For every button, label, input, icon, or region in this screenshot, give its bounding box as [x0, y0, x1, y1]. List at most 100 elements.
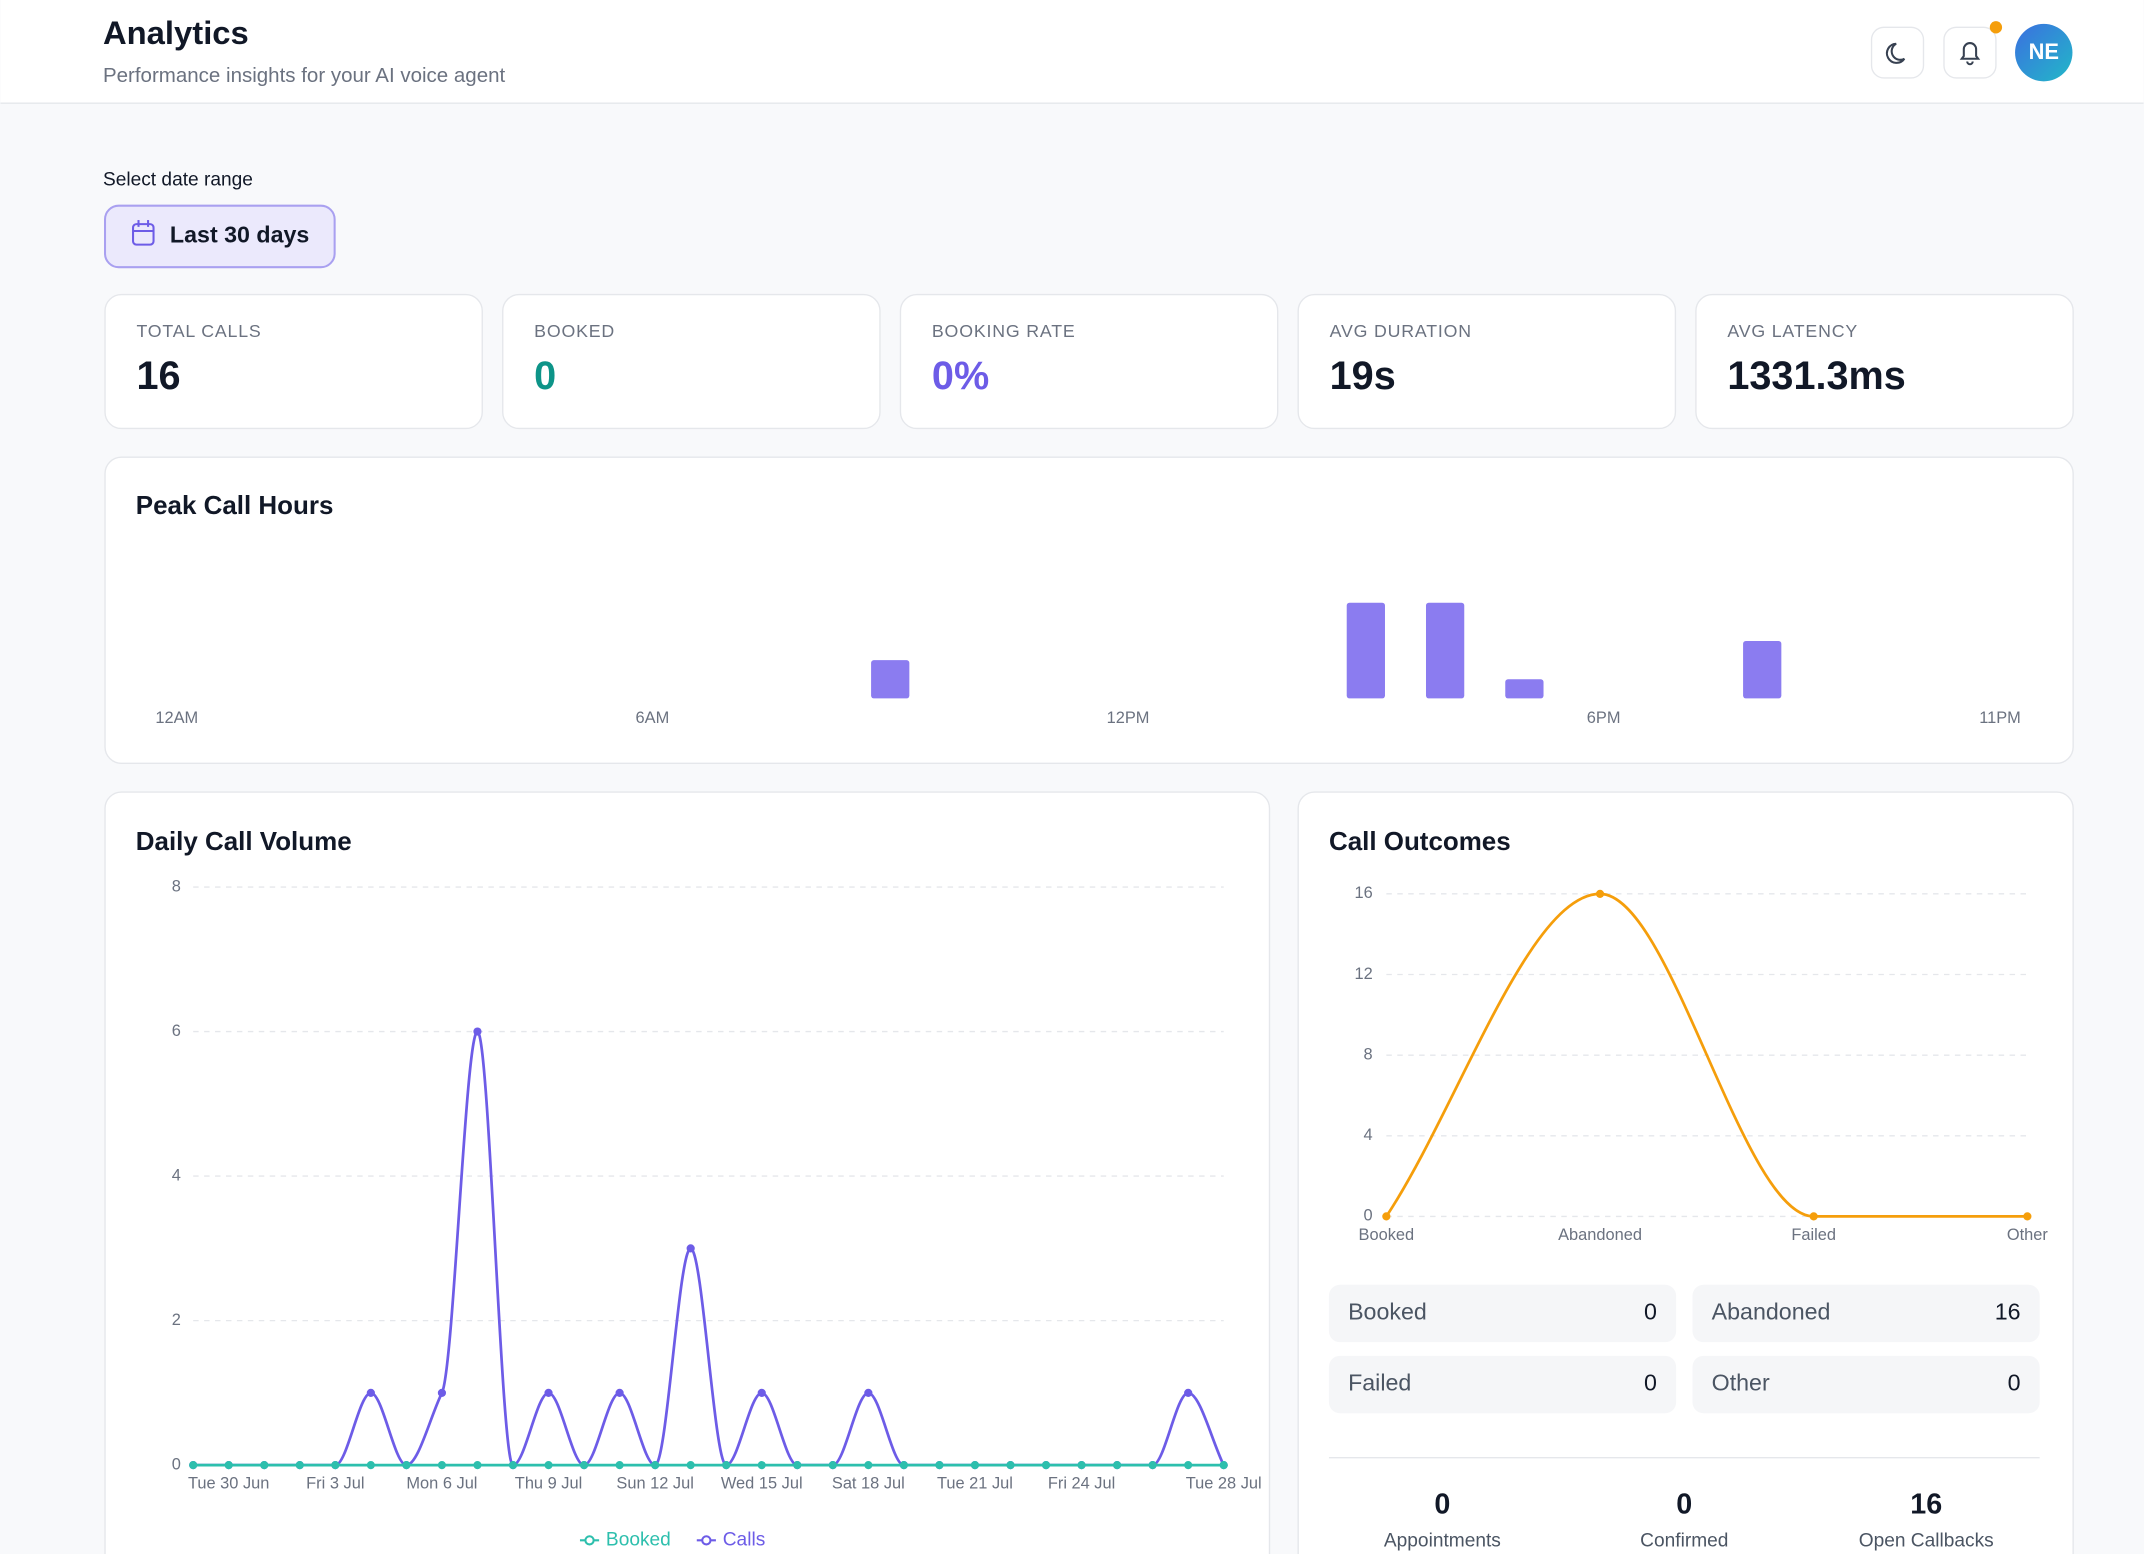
chart-title: Call Outcomes — [1329, 826, 1511, 856]
y-tick-label: 6 — [172, 1022, 181, 1040]
total-label: Appointments — [1384, 1531, 1501, 1552]
x-tick-label: 12PM — [1107, 709, 1150, 727]
stat-label: TOTAL CALLS — [136, 321, 261, 341]
x-tick-label: Fri 3 Jul — [306, 1475, 364, 1493]
stat-card — [1695, 293, 2074, 430]
bar — [871, 660, 910, 699]
y-tick-label: 0 — [1364, 1207, 1373, 1225]
point — [366, 1388, 375, 1397]
point — [473, 1461, 482, 1470]
totals: 0 Appointments 0 Confirmed 16 Open Callbacks — [1384, 1489, 1994, 1552]
point — [686, 1461, 695, 1470]
stat-cards: TOTAL CALLS 16 BOOKED 0 BOOKING RATE 0% AVG DU… — [104, 293, 2074, 430]
notification-dot — [1989, 21, 2003, 34]
point — [1041, 1461, 1051, 1470]
y-tick-label: 2 — [172, 1311, 181, 1329]
y-tick-label: 8 — [172, 877, 181, 895]
point — [757, 1388, 766, 1397]
y-tick-label: 8 — [1364, 1045, 1373, 1063]
x-tick-label: Sat 18 Jul — [832, 1475, 905, 1493]
summary-value: 0 — [2008, 1370, 2021, 1396]
chart-title: Daily Call Volume — [136, 826, 352, 856]
point — [1006, 1461, 1015, 1470]
summary-label: Booked — [1348, 1299, 1427, 1325]
stat-card — [1297, 293, 1677, 430]
date-range-button[interactable]: Last 30 days — [103, 204, 336, 269]
y-tick-label: 16 — [1354, 884, 1372, 902]
point — [864, 1388, 873, 1397]
summary-label: Abandoned — [1712, 1299, 1831, 1325]
point — [970, 1461, 980, 1470]
stat-label: AVG LATENCY — [1727, 321, 1858, 341]
point — [722, 1461, 731, 1470]
x-tick-label: Tue 21 Jul — [937, 1475, 1013, 1493]
summary-cell — [1692, 1284, 2040, 1343]
outcomes-card — [1297, 791, 2074, 1554]
total-label: Confirmed — [1640, 1531, 1728, 1552]
point — [686, 1244, 695, 1253]
point — [1595, 889, 1605, 898]
y-tick-label: 4 — [172, 1166, 181, 1184]
stat-value: 19s — [1330, 354, 1396, 398]
point — [864, 1461, 873, 1470]
bar — [1346, 602, 1385, 699]
point — [615, 1461, 624, 1470]
stat-value: 1331.3ms — [1727, 354, 1905, 398]
point — [2023, 1212, 2032, 1221]
x-tick-label: 6PM — [1587, 709, 1621, 727]
point — [757, 1461, 766, 1470]
summary-label: Failed — [1348, 1370, 1411, 1396]
point — [437, 1388, 447, 1397]
point — [331, 1461, 340, 1470]
point — [899, 1461, 908, 1470]
daily-card — [104, 791, 1271, 1554]
stat-value: 0% — [932, 354, 989, 398]
bar — [1425, 602, 1465, 699]
stat-card — [502, 293, 881, 430]
point — [295, 1461, 304, 1470]
x-tick-label: Failed — [1791, 1226, 1836, 1244]
notifications-button[interactable] — [1943, 21, 2003, 79]
x-tick-label: Fri 24 Jul — [1048, 1475, 1115, 1493]
summary-cell — [1328, 1284, 1677, 1343]
point — [793, 1461, 802, 1470]
point — [1219, 1461, 1228, 1470]
stat-card — [104, 293, 483, 430]
point — [544, 1388, 553, 1397]
y-tick-label: 0 — [172, 1455, 181, 1473]
point — [366, 1461, 375, 1470]
x-tick-label: 12AM — [155, 709, 198, 727]
summary-value: 0 — [1644, 1299, 1657, 1325]
point — [402, 1461, 411, 1470]
header-bar — [0, 0, 2144, 103]
summary-label: Other — [1712, 1370, 1770, 1396]
point — [473, 1027, 482, 1036]
x-tick-label: Mon 6 Jul — [406, 1475, 477, 1493]
point — [260, 1461, 269, 1470]
user-avatar[interactable]: NE — [2015, 23, 2073, 82]
stat-label: BOOKING RATE — [932, 321, 1076, 341]
point — [828, 1461, 837, 1470]
x-tick-label: Wed 15 Jul — [721, 1475, 803, 1493]
total-value: 0 — [1676, 1489, 1692, 1521]
x-tick-label: Other — [2007, 1226, 2049, 1244]
peak-card — [104, 456, 2074, 765]
x-tick-label: Booked — [1359, 1226, 1415, 1244]
stat-card — [899, 293, 1279, 430]
summary-value: 0 — [1644, 1370, 1657, 1396]
x-tick-label: Tue 28 Jul — [1186, 1475, 1262, 1493]
date-range-label: Select date range — [103, 169, 253, 190]
stat-value: 0 — [534, 354, 556, 398]
line — [1385, 892, 2028, 1218]
stat-label: AVG DURATION — [1330, 321, 1472, 341]
x-tick-label: 6AM — [636, 709, 670, 727]
bar — [1743, 641, 1782, 699]
theme-toggle[interactable] — [1870, 26, 1925, 79]
summary-value: 16 — [1995, 1299, 2021, 1325]
legend-label: Calls — [723, 1529, 766, 1550]
summary-cell — [1328, 1355, 1677, 1414]
y-tick-label: 4 — [1364, 1126, 1373, 1144]
point — [544, 1461, 553, 1470]
point — [1382, 1212, 1391, 1221]
